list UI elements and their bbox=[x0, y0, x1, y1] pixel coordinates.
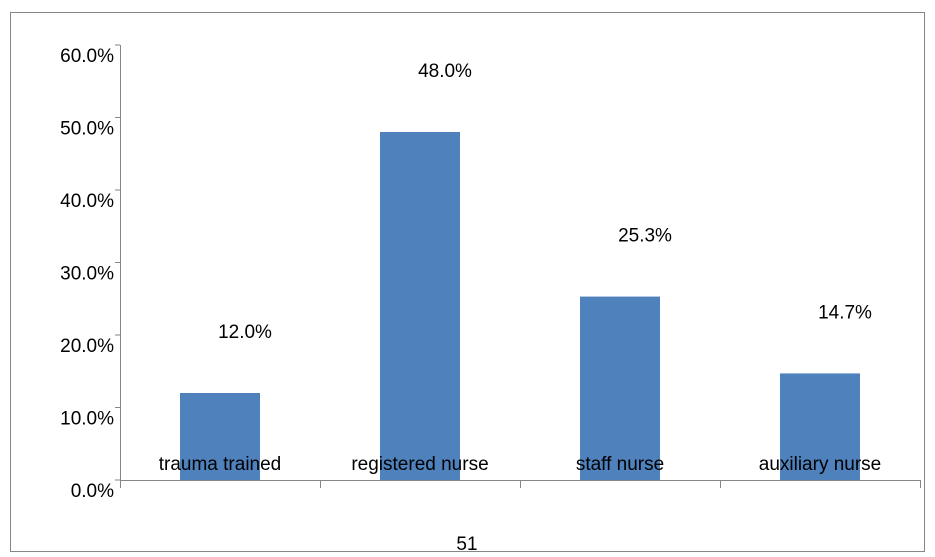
y-tick-label: 0.0% bbox=[71, 481, 114, 502]
page-number: 51 bbox=[456, 534, 477, 555]
y-tick-label: 30.0% bbox=[60, 264, 114, 285]
data-label: 48.0% bbox=[418, 61, 472, 82]
bar bbox=[380, 132, 460, 480]
y-tick-label: 40.0% bbox=[60, 191, 114, 212]
x-tick-label: registered nurse bbox=[351, 454, 488, 475]
x-tick-label: auxiliary nurse bbox=[759, 454, 882, 475]
y-tick-label: 50.0% bbox=[60, 119, 114, 140]
x-tick-label: staff nurse bbox=[576, 454, 664, 475]
data-label: 12.0% bbox=[218, 322, 272, 343]
y-tick-label: 10.0% bbox=[60, 409, 114, 430]
data-label: 14.7% bbox=[818, 302, 872, 323]
bar bbox=[780, 373, 860, 480]
bar bbox=[580, 296, 660, 480]
chart-frame bbox=[10, 12, 925, 552]
data-label: 25.3% bbox=[618, 226, 672, 247]
x-tick-label: trauma trained bbox=[159, 454, 282, 475]
y-tick-label: 20.0% bbox=[60, 336, 114, 357]
bar bbox=[180, 393, 260, 480]
y-tick-label: 60.0% bbox=[60, 46, 114, 67]
